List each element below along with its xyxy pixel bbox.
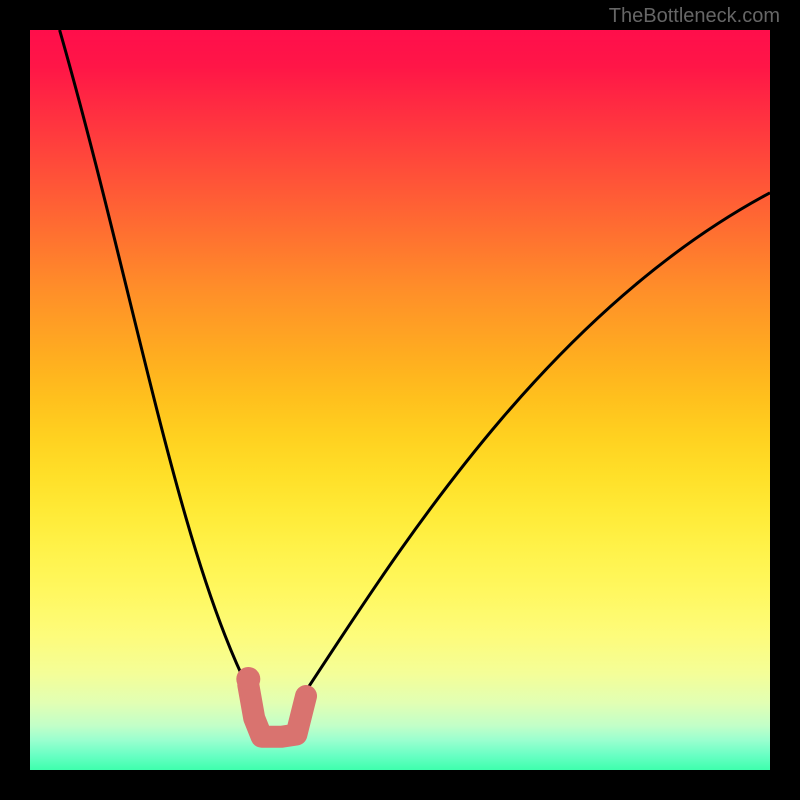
bottleneck-curve	[60, 30, 770, 744]
marker-overlay	[248, 685, 306, 737]
curve-layer	[30, 30, 770, 770]
watermark-text: TheBottleneck.com	[609, 5, 780, 28]
chart-container: TheBottleneck.com	[0, 0, 800, 800]
marker-dot	[236, 667, 260, 691]
plot-area	[30, 30, 770, 770]
